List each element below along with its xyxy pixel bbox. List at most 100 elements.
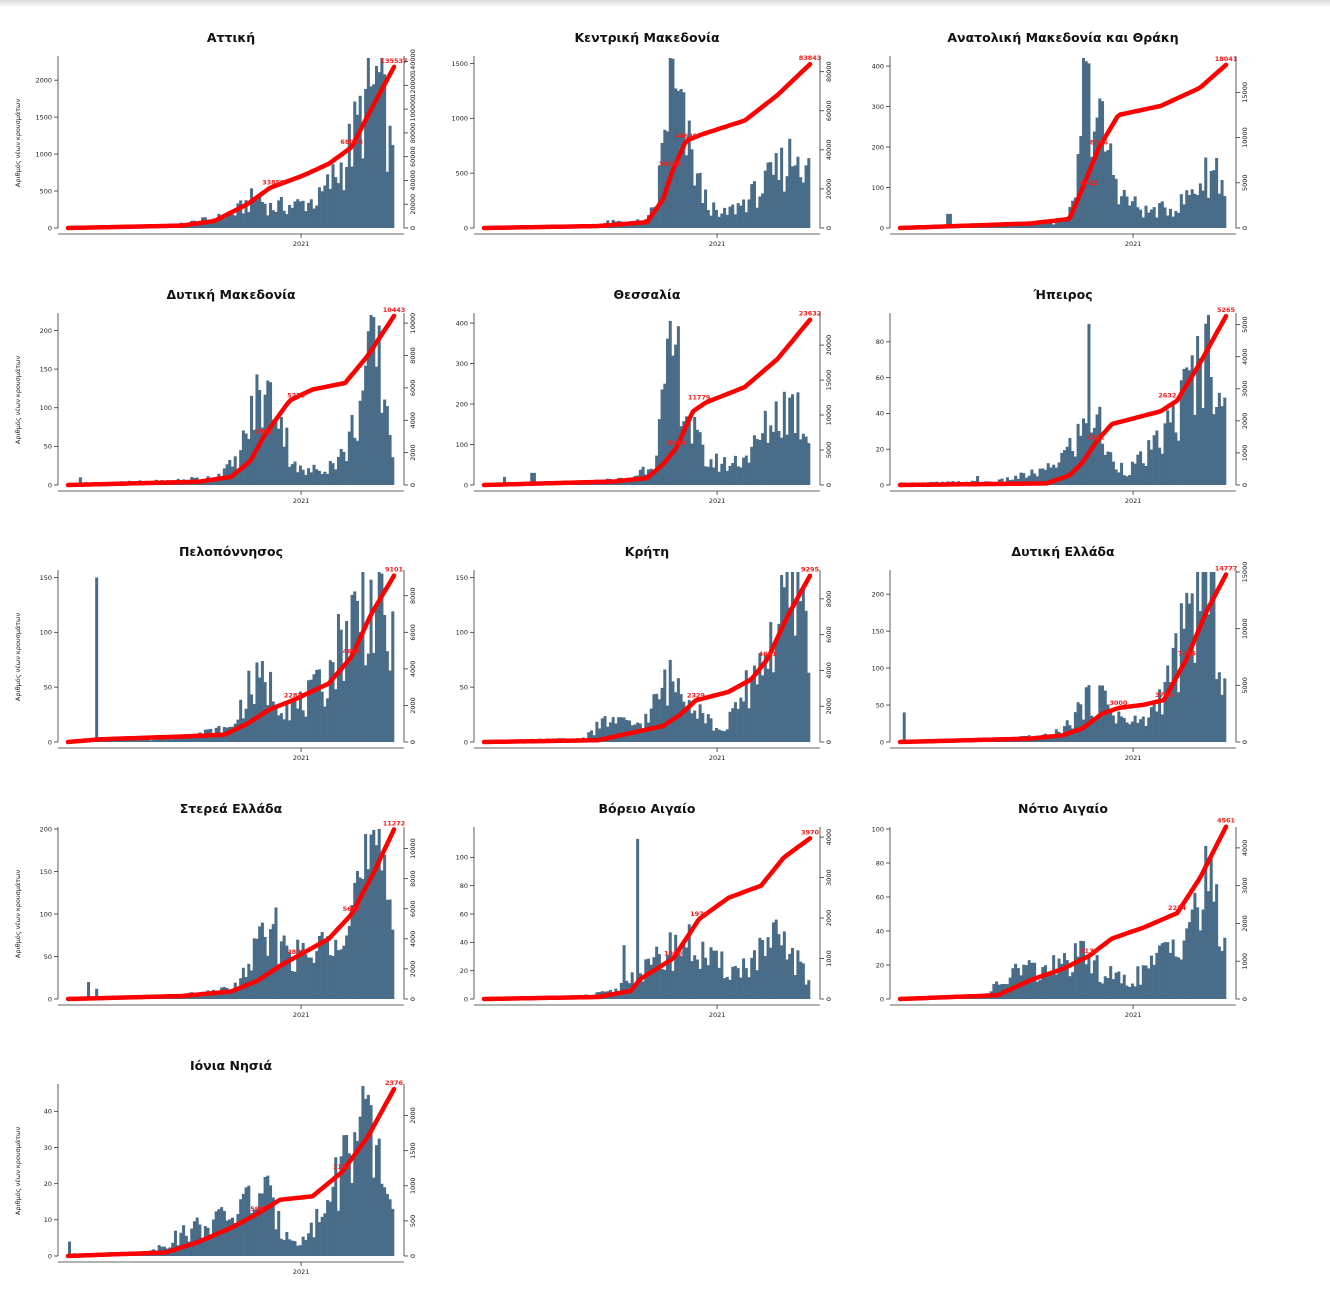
daily-bar: [1202, 408, 1205, 485]
chart-panel: Ήπειρος132226325265020406080010002000300…: [892, 279, 1272, 519]
daily-bar: [1188, 922, 1191, 999]
y2-tick-label: 15000: [1241, 82, 1249, 103]
daily-bar: [674, 345, 677, 485]
daily-bar: [748, 463, 751, 485]
daily-bar: [1161, 714, 1164, 742]
daily-bar: [1131, 462, 1134, 485]
daily-bar: [1147, 968, 1150, 999]
y2-tick-label: 3000: [1241, 381, 1249, 398]
cumulative-value-label: 2274: [1168, 904, 1187, 912]
daily-bar: [775, 920, 778, 999]
chart-title: Δυτική Ελλάδα: [1011, 544, 1115, 559]
daily-bar: [761, 940, 764, 999]
daily-bar: [1117, 472, 1120, 485]
daily-bar: [1134, 196, 1137, 228]
daily-bar: [1036, 982, 1039, 999]
daily-bar: [807, 673, 810, 742]
daily-bar: [758, 440, 761, 485]
daily-bar: [277, 429, 280, 485]
daily-bar: [794, 165, 797, 228]
daily-bar: [1074, 712, 1077, 742]
daily-bar: [709, 216, 712, 228]
daily-bar: [1145, 965, 1148, 999]
daily-bar: [655, 694, 658, 742]
daily-bar: [1183, 941, 1186, 999]
daily-bar: [182, 1225, 185, 1256]
cumulative-value-label: 33859: [262, 179, 285, 187]
daily-bar: [794, 636, 797, 742]
daily-bar: [647, 723, 650, 742]
daily-bar: [661, 143, 664, 228]
daily-bar: [1139, 451, 1142, 485]
cumulative-value-label: 1193: [333, 1163, 351, 1171]
daily-bar: [709, 459, 712, 485]
y2-tick-label: 0: [409, 997, 417, 1001]
chart-panel: Αττική3385968018135537050010001500200002…: [60, 22, 440, 262]
daily-bar: [364, 834, 367, 999]
daily-bar: [274, 1229, 277, 1256]
daily-bar: [383, 74, 386, 228]
y-tick-label: 20: [44, 1180, 52, 1188]
daily-bar: [1210, 171, 1213, 228]
daily-bar: [378, 1139, 381, 1256]
daily-bar: [750, 184, 753, 228]
y2-tick-label: 100000: [409, 97, 417, 122]
daily-bar: [332, 463, 335, 485]
daily-bar: [323, 941, 326, 999]
daily-bar: [348, 432, 351, 485]
daily-bar: [1164, 207, 1167, 228]
daily-bar: [1158, 203, 1161, 228]
daily-bar: [805, 611, 808, 742]
cumulative-value-label: 10443: [383, 306, 406, 314]
daily-bar: [1150, 450, 1153, 485]
daily-bar: [729, 207, 732, 228]
daily-bar: [351, 415, 354, 485]
y-tick-label: 20: [460, 967, 468, 975]
daily-bar: [1139, 210, 1142, 228]
daily-bar: [1161, 943, 1164, 999]
daily-bar: [253, 704, 256, 742]
daily-bar: [1193, 663, 1196, 742]
daily-bar: [764, 956, 767, 999]
daily-bar: [718, 968, 721, 999]
y2-tick-label: 20000: [825, 179, 833, 200]
daily-bar: [1014, 964, 1017, 999]
daily-bar: [391, 457, 394, 485]
daily-bar: [737, 968, 740, 999]
daily-bar: [1079, 704, 1082, 742]
daily-bar: [1153, 207, 1156, 228]
daily-bar: [353, 883, 356, 999]
daily-bar: [1199, 183, 1202, 228]
daily-bar: [1112, 979, 1115, 999]
chart-title: Ιόνια Νησιά: [190, 1058, 273, 1073]
daily-bar: [1166, 665, 1169, 742]
daily-bar: [1215, 884, 1218, 999]
daily-bar: [370, 834, 373, 999]
daily-bar: [1117, 204, 1120, 228]
y2-tick-label: 2000: [1241, 413, 1249, 430]
daily-bar: [226, 1221, 229, 1256]
daily-bar: [1218, 393, 1221, 485]
daily-bar: [1101, 101, 1104, 228]
daily-bar: [707, 467, 710, 485]
daily-bar: [261, 661, 264, 742]
daily-bar: [337, 950, 340, 999]
daily-bar: [345, 621, 348, 742]
y-tick-label: 60: [876, 893, 884, 901]
daily-bar: [655, 947, 658, 999]
y-tick-label: 0: [464, 738, 468, 746]
daily-bar: [283, 447, 286, 485]
y2-tick-label: 6000: [409, 900, 417, 917]
y2-tick-label: 1000: [1241, 953, 1249, 970]
daily-bar: [1134, 716, 1137, 742]
daily-bar: [715, 210, 718, 228]
daily-bar: [1169, 953, 1172, 999]
daily-bar: [313, 674, 316, 742]
daily-bar: [786, 176, 789, 228]
daily-bar: [1136, 207, 1139, 228]
daily-bar: [383, 1187, 386, 1256]
daily-bar: [1120, 716, 1123, 742]
daily-bar: [1134, 464, 1137, 485]
daily-bar: [658, 419, 661, 485]
daily-bar: [1196, 572, 1199, 742]
